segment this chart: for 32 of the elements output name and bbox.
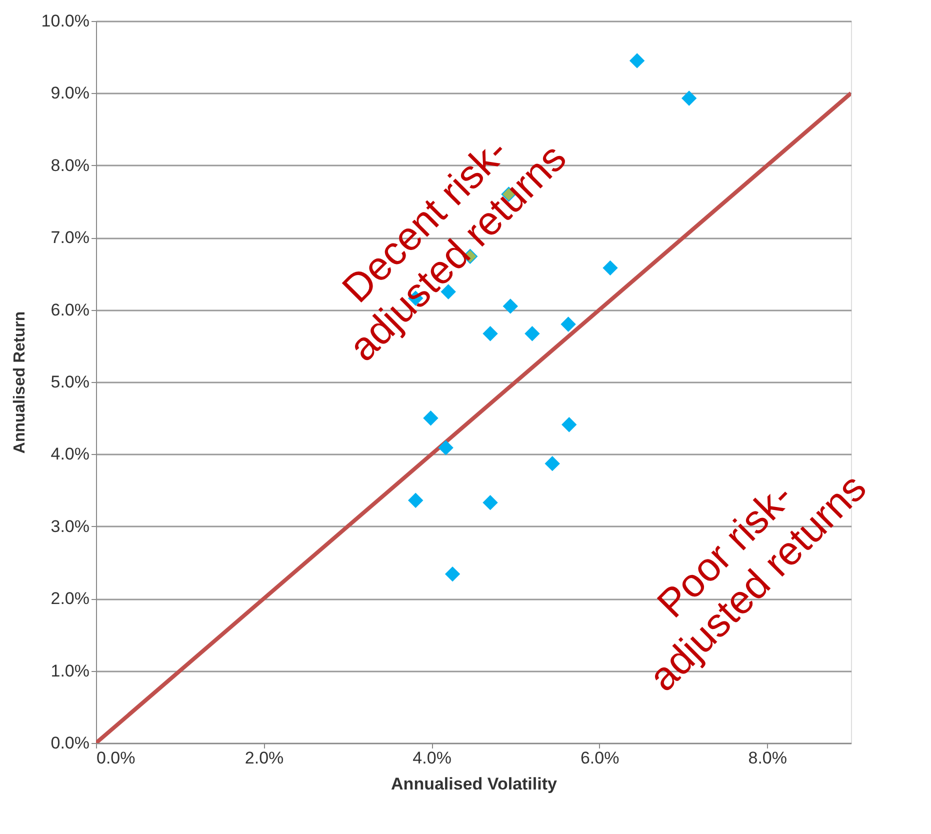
- y-tick-label: 2.0%: [50, 589, 90, 608]
- point: [438, 440, 454, 456]
- y-axis-title: Annualised Return: [11, 311, 28, 454]
- x-tick-label: 4.0%: [412, 748, 452, 768]
- x-tick-label: 0.0%: [96, 748, 136, 768]
- point: [682, 90, 696, 106]
- y-tick-label: 0.0%: [50, 734, 90, 752]
- point: [482, 495, 498, 510]
- point: [560, 316, 576, 332]
- point: [524, 326, 540, 342]
- point: [503, 298, 518, 314]
- y-tick-label: 7.0%: [50, 228, 90, 248]
- y-tick-label: 5.0%: [50, 372, 90, 392]
- point: [544, 456, 560, 471]
- point: [602, 260, 618, 276]
- y-tick-label: 10.0%: [41, 12, 90, 30]
- point: [408, 493, 424, 508]
- x-tick-label: 8.0%: [748, 748, 787, 768]
- x-tick-label: 6.0%: [580, 748, 620, 768]
- x-tick-label: 2.0%: [244, 748, 284, 768]
- y-tick-label: 6.0%: [50, 300, 90, 320]
- point: [630, 53, 644, 68]
- point: [562, 417, 577, 432]
- y-tick-label: 4.0%: [50, 444, 90, 464]
- point: [445, 566, 460, 582]
- point: [423, 410, 438, 426]
- y-tick-label: 9.0%: [50, 84, 90, 103]
- y-tick-label: 1.0%: [50, 661, 90, 680]
- point: [482, 326, 498, 342]
- y-tick-label: 3.0%: [50, 516, 90, 536]
- x-axis-title: Annualised Volatility: [391, 774, 558, 794]
- y-tick-label: 8.0%: [50, 156, 90, 175]
